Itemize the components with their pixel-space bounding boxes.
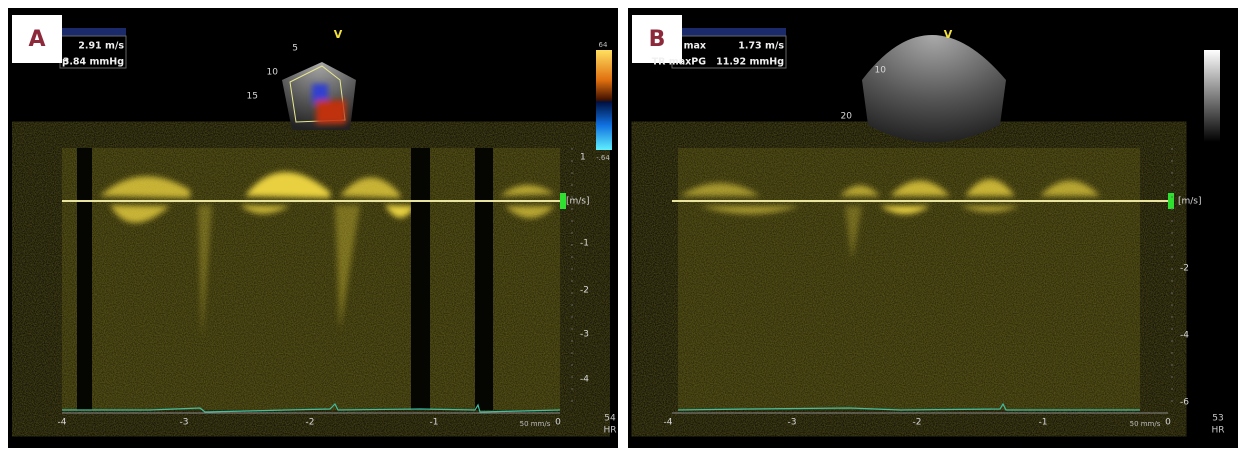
measurement: max [684,41,706,52]
sweep-speed: 50 mm/s [1130,420,1161,428]
depth-label: 10 [267,68,279,78]
time-label: -4 [58,418,67,428]
time-label: -3 [180,418,189,428]
gap [77,148,92,410]
probe-mark: V [944,28,953,41]
measurement: TR maxPG [652,57,707,68]
time-label: 0 [1165,418,1171,428]
panel-label: B [649,27,666,52]
measurement: 11.92 mmHg [716,57,784,68]
depth-label: 20 [841,112,853,122]
time-label: -4 [664,418,673,428]
time-label: -2 [306,418,315,428]
time-label: -1 [1039,418,1048,428]
measurement: 2.91 m/s [78,41,124,52]
colorbar-label: -.64 [596,154,610,162]
time-label: -3 [788,418,797,428]
velocity-unit: [m/s] [1178,197,1202,207]
sweep-speed: 50 mm/s [520,420,551,428]
velocity-label: -1 [580,239,589,249]
hr-label: HR [603,426,616,436]
gap [411,148,430,410]
velocity-unit: [m/s] [566,197,590,207]
colorbar-label: 64 [599,41,608,49]
graybar [1204,50,1220,142]
baseline-marker [1168,193,1174,209]
time-label: 0 [555,418,561,428]
time-label: -1 [430,418,439,428]
velocity-label: 1 [580,153,586,163]
meas-header [672,28,786,36]
measurement: 3.84 mmHg [63,57,124,68]
gap [475,148,493,410]
depth-label: 10 [875,66,887,76]
meas-header [60,28,126,36]
depth-label: 15 [247,92,258,102]
velocity-label: -3 [580,330,589,340]
heart-rate: 54 [604,414,616,424]
velocity-label: -2 [1180,264,1189,274]
depth-label: 5 [292,44,298,54]
hr-label: HR [1211,426,1224,436]
velocity-label: -6 [1180,398,1189,408]
velocity-label: -2 [580,286,589,296]
panel-label: A [28,27,45,52]
colorbar [596,50,612,150]
probe-mark: V [334,28,343,41]
heart-rate: 53 [1212,414,1223,424]
velocity-label: -4 [1180,331,1189,341]
figure: A2.91 m/sp3.84 mmHgV5101564-.64[m/s]1-1-… [0,0,1246,452]
measurement: 1.73 m/s [738,41,784,52]
time-label: -2 [913,418,922,428]
velocity-label: -4 [580,375,589,385]
